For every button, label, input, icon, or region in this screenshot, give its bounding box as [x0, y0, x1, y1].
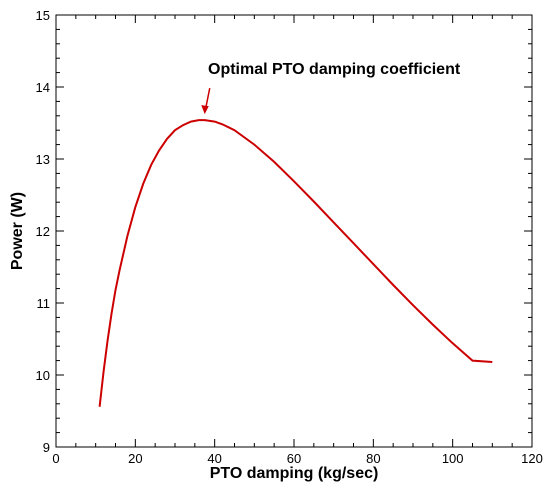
power-curve-line [98, 119, 493, 407]
annotation-arrow-line [205, 87, 211, 109]
annotation-arrow-head [201, 105, 209, 115]
y-tick-label: 13 [36, 152, 50, 167]
x-tick-label: 80 [366, 451, 380, 466]
x-axis-ticks: 0 20 40 60 80 100 120 [52, 15, 543, 466]
x-tick-label: 20 [128, 451, 142, 466]
y-tick-label: 15 [36, 8, 50, 23]
x-tick-label: 100 [442, 451, 464, 466]
x-tick-label: 60 [287, 451, 301, 466]
y-tick-label: 12 [36, 224, 50, 239]
y-tick-label: 11 [37, 296, 51, 311]
y-tick-label: 14 [36, 80, 50, 95]
annotation-label: Optimal PTO damping coefficient [208, 61, 461, 78]
plot-frame [55, 14, 533, 448]
x-tick-label: 120 [521, 451, 543, 466]
y-tick-label: 9 [43, 440, 50, 455]
y-tick-label: 10 [36, 368, 50, 383]
y-axis-title: Power (W) [9, 192, 26, 270]
y-axis-ticks: 9 10 11 12 13 14 15 [36, 8, 532, 455]
x-axis-title: PTO damping (kg/sec) [210, 465, 379, 482]
x-tick-label: 40 [207, 451, 221, 466]
x-tick-label: 0 [52, 451, 59, 466]
